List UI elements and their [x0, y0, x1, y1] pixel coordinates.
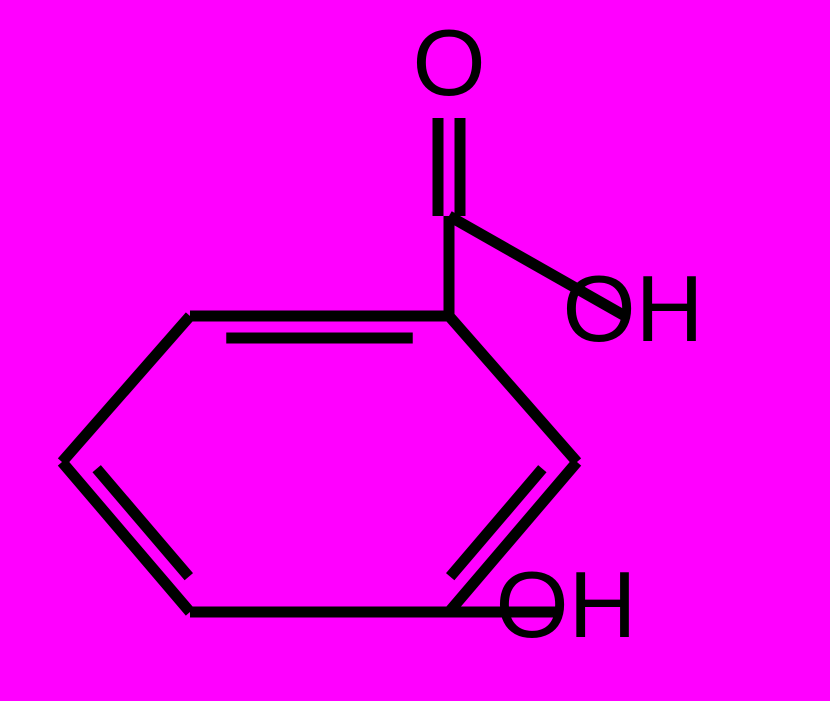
oxygen-top-label: O: [412, 10, 485, 115]
salicylic-acid-structure: O OH OH: [0, 0, 830, 701]
hydroxyl-bottom-label: OH: [496, 552, 637, 657]
hydroxyl-right-label: OH: [563, 256, 704, 361]
